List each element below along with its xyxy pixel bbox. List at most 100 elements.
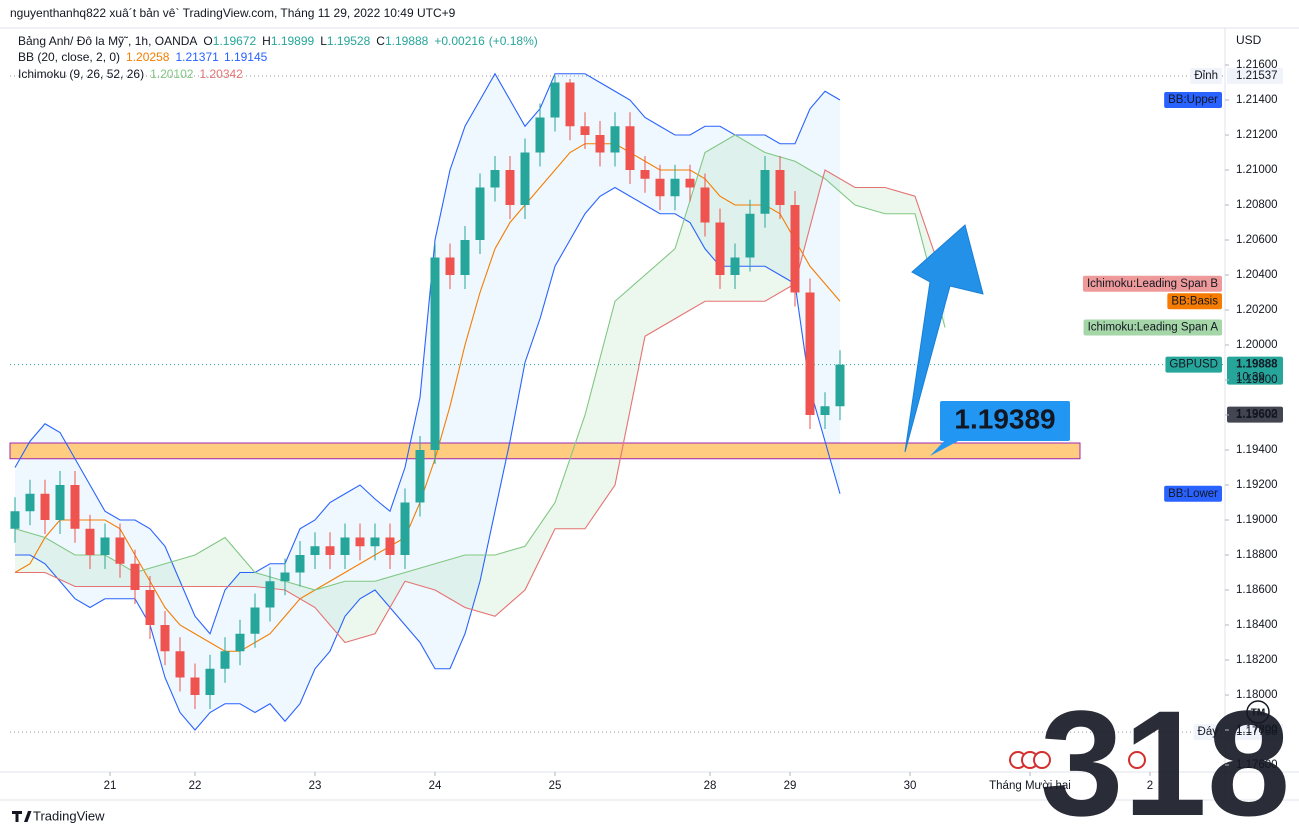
countdown: 10:39 xyxy=(1236,372,1265,384)
candle-body xyxy=(55,485,65,520)
indicator-line xyxy=(15,169,946,644)
y-tick-label: 1.18200 xyxy=(1236,654,1278,666)
candle-body xyxy=(580,126,590,135)
candle-body xyxy=(535,117,545,153)
x-tick-label: 28 xyxy=(704,780,717,792)
candle-body xyxy=(730,257,740,275)
candle-body xyxy=(670,178,680,197)
candle-body xyxy=(520,152,530,205)
y-tick-label: 1.17800 xyxy=(1236,724,1278,736)
last-price-bg xyxy=(1227,356,1283,385)
y-tick-label: 1.21400 xyxy=(1236,94,1278,106)
candle-body xyxy=(130,563,140,590)
line-tag-bg xyxy=(1164,485,1222,502)
footer-logo xyxy=(12,811,32,822)
y-tick-label: 1.20800 xyxy=(1236,199,1278,211)
candle-body xyxy=(70,485,80,529)
callout-label: 1.19389 xyxy=(954,403,1055,434)
candle-body xyxy=(115,537,125,564)
candle-body xyxy=(460,240,470,275)
x-tick-label: 24 xyxy=(429,780,442,792)
line-tag-bg xyxy=(1082,275,1222,292)
last-price-value: 1.19888 xyxy=(1236,359,1278,371)
x-tick-label: 25 xyxy=(549,780,562,792)
candle-body xyxy=(745,213,755,258)
symbol-tag-bg xyxy=(1165,356,1222,373)
ohlc-label: H xyxy=(262,34,271,48)
fills xyxy=(15,73,945,730)
line-tag: Ichimoku:Leading Span A xyxy=(1088,322,1219,334)
candle-body xyxy=(400,502,410,555)
candle-body xyxy=(700,187,710,223)
line-tag-bg xyxy=(1167,293,1222,310)
symbol: Bảng Anh/ Đô la Mỹ˜, 1h, OANDA xyxy=(18,34,197,48)
ohlc-value: 1.19899 xyxy=(271,34,315,48)
y-tick-label: 1.20600 xyxy=(1236,234,1278,246)
indicator-value: 1.19145 xyxy=(224,50,268,64)
candle-body xyxy=(310,546,320,555)
price-tag-bg xyxy=(1227,724,1283,741)
line-tag: BB:Upper xyxy=(1168,94,1218,106)
y-tick-label: 1.21000 xyxy=(1236,164,1278,176)
candle-body xyxy=(430,257,440,450)
y-tick-label: 1.21600 xyxy=(1236,59,1278,71)
line-tag-bg xyxy=(1164,92,1222,108)
y-tick-label: 1.18600 xyxy=(1236,584,1278,596)
y-tick-label: 1.21200 xyxy=(1236,129,1278,141)
tm-badge xyxy=(1246,700,1270,724)
price-tag-bg xyxy=(1227,68,1283,85)
candle-body xyxy=(505,170,515,205)
x-tick-label: Tháng Mười hai xyxy=(989,780,1071,792)
price-tag-value: 1.17788 xyxy=(1236,726,1278,738)
x-tick-label: 30 xyxy=(904,780,917,792)
price-tag-label: Đáy xyxy=(1198,726,1219,738)
candle-body xyxy=(175,651,185,678)
candle-body xyxy=(85,528,95,555)
event-icons xyxy=(1009,751,1146,769)
candle-body xyxy=(775,170,785,205)
legend-row: BB (20, close, 2, 0) 1.20258 1.21371 1.1914… xyxy=(18,50,268,64)
candle-body xyxy=(325,546,335,555)
footer: TradingView xyxy=(33,808,105,823)
x-tick-label: 22 xyxy=(189,780,202,792)
price-tag-label-bg xyxy=(1190,68,1222,85)
indicator-line xyxy=(14,143,841,652)
y-tick-label: 1.20200 xyxy=(1236,304,1278,316)
candle-body xyxy=(610,126,620,153)
candle-body xyxy=(370,537,380,547)
candle-body xyxy=(625,126,635,170)
y-tick-label: 1.18400 xyxy=(1236,619,1278,631)
ohlc-label: O xyxy=(203,34,212,48)
change-pct: (+0.18%) xyxy=(489,34,538,48)
candle-body xyxy=(640,170,650,179)
indicator-name: Ichimoku (9, 26, 52, 26) xyxy=(18,67,144,81)
candle-body xyxy=(550,82,560,118)
candle-body xyxy=(415,450,425,503)
candle-body xyxy=(355,537,365,547)
watermark: 318 xyxy=(1040,679,1290,835)
candle-body xyxy=(40,493,50,520)
line-tag: Ichimoku:Leading Span B xyxy=(1087,278,1218,290)
indicator-line xyxy=(14,72,841,635)
legend-row: Bảng Anh/ Đô la Mỹ˜, 1h, OANDA O1.19672 H1… xyxy=(18,34,538,48)
change: +0.00216 xyxy=(434,34,485,48)
arrow xyxy=(904,224,984,453)
marker-price-bg xyxy=(1227,406,1283,423)
candle-body xyxy=(595,135,605,153)
y-tick-label: 1.20000 xyxy=(1236,339,1278,351)
price-tag-value: 1.21537 xyxy=(1236,70,1278,82)
indicator-value: 1.20342 xyxy=(199,67,243,81)
candle-body xyxy=(340,537,350,555)
event-icon xyxy=(1033,751,1051,769)
indicator-value: 1.21371 xyxy=(175,50,219,64)
indicator-value: 1.20258 xyxy=(126,50,170,64)
band-fill xyxy=(15,73,840,730)
callout-box xyxy=(940,401,1070,441)
candle-body xyxy=(790,205,800,293)
candle-body xyxy=(235,633,245,652)
candle-body xyxy=(25,493,35,512)
ohlc-label: C xyxy=(376,34,385,48)
zone-layer: 1.19389 xyxy=(9,401,1081,460)
price-tag-label: Đỉnh xyxy=(1194,70,1218,82)
